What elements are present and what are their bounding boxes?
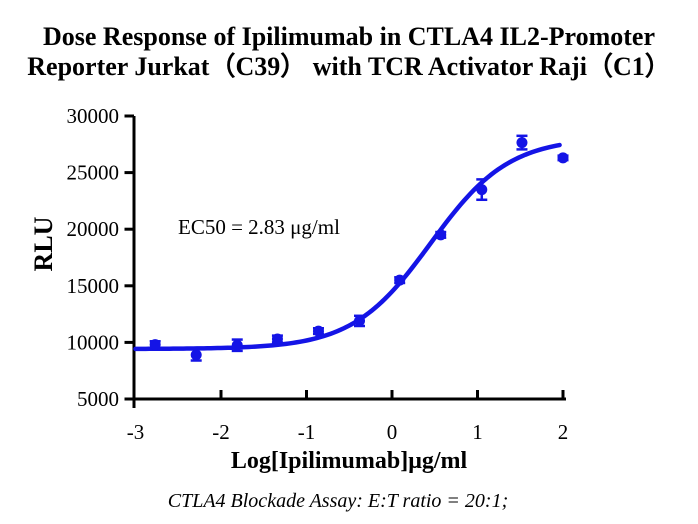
x-tick-label: -3 bbox=[127, 420, 145, 444]
ec50-annotation: EC50 = 2.83 μg/ml bbox=[178, 215, 340, 239]
figure-caption: CTLA4 Blockade Assay: E:T ratio = 20:1; bbox=[167, 490, 509, 512]
y-tick-label: 25000 bbox=[67, 161, 120, 185]
chart-title-line2: Reporter Jurkat（C39） with TCR Activator … bbox=[27, 52, 671, 81]
data-point bbox=[271, 333, 283, 345]
y-tick-label: 20000 bbox=[67, 217, 120, 241]
y-tick-label: 30000 bbox=[67, 104, 120, 128]
data-point bbox=[149, 339, 161, 351]
y-tick-label: 15000 bbox=[67, 274, 120, 298]
fit-curve bbox=[133, 142, 562, 352]
series-ipilimumab bbox=[133, 134, 569, 362]
data-point bbox=[557, 152, 569, 164]
x-tick-label: -2 bbox=[212, 420, 230, 444]
chart-title-line1: Dose Response of Ipilimumab in CTLA4 IL2… bbox=[43, 22, 655, 51]
data-point bbox=[394, 274, 406, 286]
y-tick-label: 5000 bbox=[77, 387, 119, 411]
data-point bbox=[476, 184, 488, 196]
data-point bbox=[231, 339, 243, 351]
data-point bbox=[312, 325, 324, 337]
x-tick-label: -1 bbox=[298, 420, 316, 444]
x-tick-label: 0 bbox=[387, 420, 398, 444]
data-point bbox=[190, 349, 202, 361]
data-point bbox=[354, 315, 366, 327]
x-axis-label: Log[Ipilimumab]μg/ml bbox=[230, 448, 468, 474]
y-tick-label: 10000 bbox=[67, 330, 120, 354]
data-point bbox=[516, 137, 528, 149]
x-tick-label: 1 bbox=[472, 420, 483, 444]
chart-title: Dose Response of Ipilimumab in CTLA4 IL2… bbox=[0, 22, 698, 82]
axes: 5000 10000 15000 20000 25000 30000 -3 -2 -1 0 1 2 bbox=[67, 104, 569, 444]
data-point bbox=[435, 229, 447, 241]
x-tick-label: 2 bbox=[558, 420, 569, 444]
